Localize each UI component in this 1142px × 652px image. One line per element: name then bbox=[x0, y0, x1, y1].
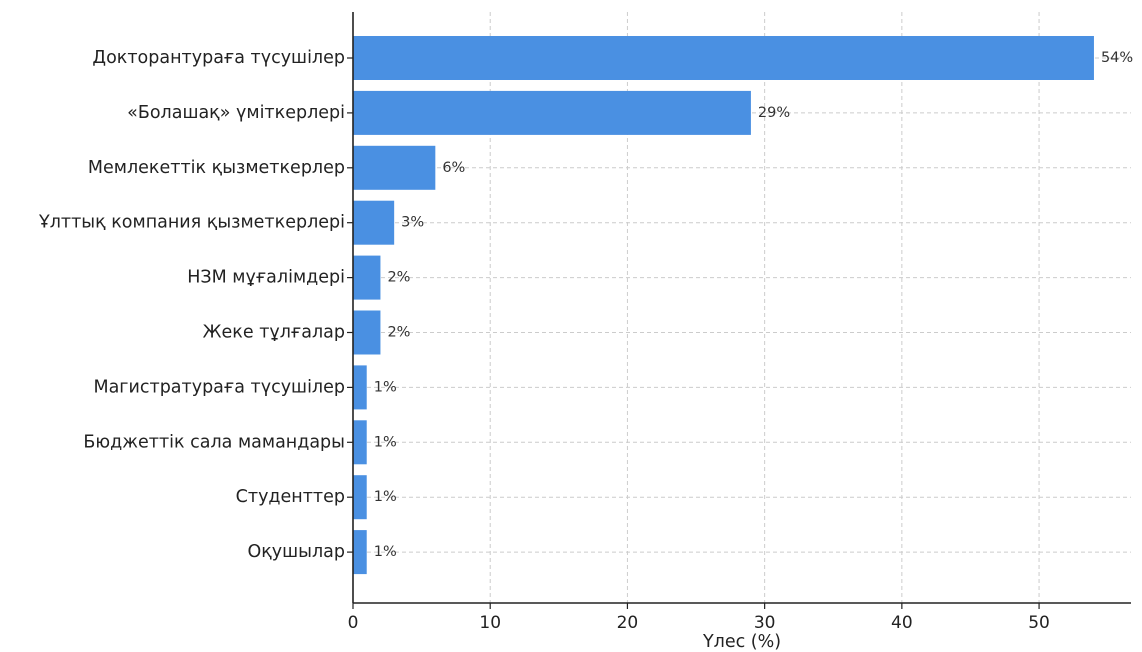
bar bbox=[353, 255, 381, 300]
x-tick-label: 30 bbox=[754, 613, 776, 633]
x-ticks: 0 10 20 30 40 50 bbox=[347, 57, 1050, 633]
category-label: НЗМ мұғалімдері bbox=[187, 268, 345, 288]
category-label: Студенттер bbox=[236, 487, 345, 507]
value-labels: 54% 29% 6% 3% 2% 2% 1% 1% 1% 1% bbox=[374, 50, 1133, 560]
x-axis-title: Үлес (%) bbox=[702, 632, 781, 652]
category-label: Ұлттық компания қызметкерлері bbox=[38, 213, 345, 233]
x-tick-label: 0 bbox=[348, 613, 359, 633]
bar bbox=[353, 145, 436, 190]
bar bbox=[353, 420, 367, 465]
category-labels: Докторантураға түсушілер «Болашақ» үмітке… bbox=[38, 48, 345, 562]
bars bbox=[353, 36, 1094, 575]
bar bbox=[353, 90, 751, 135]
bar bbox=[353, 310, 381, 355]
axes bbox=[352, 12, 1131, 604]
value-label: 1% bbox=[374, 379, 397, 395]
bar bbox=[353, 36, 1094, 80]
bar bbox=[353, 200, 395, 245]
value-label: 1% bbox=[374, 489, 397, 505]
value-label: 29% bbox=[758, 105, 790, 121]
category-label: «Болашақ» үміткерлері bbox=[127, 103, 345, 123]
bar bbox=[353, 365, 367, 410]
category-label: Жеке тұлғалар bbox=[203, 323, 345, 343]
x-tick-label: 10 bbox=[479, 613, 501, 633]
value-label: 3% bbox=[401, 215, 424, 231]
x-tick-label: 20 bbox=[617, 613, 639, 633]
x-tick-label: 40 bbox=[891, 613, 913, 633]
category-label: Магистратураға түсушілер bbox=[93, 377, 345, 397]
category-label: Мемлекеттік қызметкерлер bbox=[88, 158, 345, 178]
value-label: 2% bbox=[387, 325, 410, 341]
category-label: Докторантураға түсушілер bbox=[92, 48, 345, 68]
bar bbox=[353, 475, 367, 520]
bar bbox=[353, 530, 367, 575]
value-label: 1% bbox=[374, 544, 397, 560]
value-label: 2% bbox=[387, 270, 410, 286]
x-tick-label: 50 bbox=[1028, 613, 1050, 633]
category-label: Бюджеттік сала мамандары bbox=[83, 432, 345, 452]
category-label: Оқушылар bbox=[247, 542, 345, 562]
value-label: 1% bbox=[374, 434, 397, 450]
value-label: 6% bbox=[442, 160, 465, 176]
value-label: 54% bbox=[1101, 50, 1133, 66]
